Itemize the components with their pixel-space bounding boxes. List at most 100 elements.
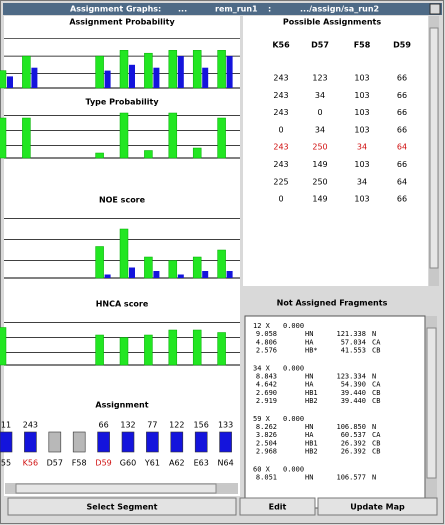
blue-bar [202, 271, 209, 278]
segment-box[interactable] [24, 431, 37, 453]
table-cell[interactable]: 103 [354, 91, 369, 100]
segment-number: 122 [169, 421, 184, 430]
table-cell[interactable]: 0 [317, 108, 322, 117]
residue-label: D59 [95, 459, 111, 468]
shift-value: 8.843 [256, 373, 277, 381]
segment-box[interactable] [72, 431, 86, 453]
table-cell[interactable]: 250 [312, 177, 327, 186]
green-bar [0, 70, 7, 89]
fragment-id: 60 X [253, 465, 271, 473]
button[interactable] [7, 497, 237, 516]
scroll-thumb[interactable] [15, 483, 217, 494]
blue-bar [177, 274, 184, 278]
segment-box[interactable] [121, 431, 135, 453]
table-cell[interactable]: 149 [312, 195, 327, 204]
segment-box[interactable] [146, 431, 159, 453]
green-bar [168, 260, 178, 279]
green-bar [217, 332, 226, 366]
fragment-id: 12 X [253, 322, 271, 330]
table-cell[interactable]: 34 [357, 143, 367, 152]
shift-value: 2.690 [256, 389, 277, 397]
table-cell[interactable]: 66 [397, 108, 407, 117]
residue-label: G60 [120, 459, 136, 468]
residue-label: D57 [47, 459, 63, 468]
green-bar [95, 246, 104, 279]
button-label[interactable]: Select Segment [87, 503, 158, 512]
window-title: rem_run1 [215, 5, 258, 14]
segment-box[interactable] [219, 431, 232, 453]
scroll-thumb[interactable] [426, 327, 437, 479]
table-title: Possible Assignments [283, 18, 381, 27]
table-cell[interactable]: 0 [278, 125, 283, 134]
table-cell[interactable]: 243 [273, 160, 288, 169]
segment-number: 11 [1, 421, 11, 430]
table-cell[interactable]: 243 [273, 143, 288, 152]
green-bar [119, 112, 129, 159]
table-cell[interactable]: 66 [397, 74, 407, 83]
shift-value: CB [372, 448, 380, 456]
button-label[interactable]: Update Map [350, 503, 405, 512]
table-cell[interactable]: 66 [397, 160, 407, 169]
table-cell[interactable]: 225 [273, 177, 288, 186]
table-cell[interactable]: 243 [273, 74, 288, 83]
table-cell[interactable]: 103 [354, 74, 369, 83]
segment-box[interactable] [170, 431, 184, 453]
table-cell[interactable]: 123 [312, 74, 327, 83]
blue-bar [177, 56, 184, 88]
green-bar [192, 256, 202, 279]
shift-value: 39.440 [341, 389, 366, 397]
close-button[interactable] [429, 3, 441, 15]
button[interactable] [317, 497, 438, 516]
green-bar [144, 52, 153, 89]
table-cell[interactable]: 64 [397, 177, 407, 186]
table-cell[interactable]: 103 [354, 195, 369, 204]
blue-bar [129, 64, 135, 88]
scroll-thumb[interactable] [429, 27, 439, 269]
table-cell[interactable]: 66 [397, 195, 407, 204]
blue-bar [153, 271, 160, 278]
residue-label: N64 [218, 459, 234, 468]
blue-bar [202, 67, 209, 88]
table-cell[interactable]: 103 [354, 160, 369, 169]
table-cell[interactable]: 64 [397, 143, 407, 152]
shift-value: 54.390 [341, 381, 366, 389]
table-cell[interactable]: 66 [397, 91, 407, 100]
table-cell[interactable]: 103 [354, 125, 369, 134]
segment-number: 133 [218, 421, 233, 430]
segment-box[interactable] [97, 431, 110, 453]
blue-bar [7, 76, 13, 88]
segment-number: 243 [23, 421, 38, 430]
table-cell[interactable]: 34 [315, 91, 325, 100]
residue-label: 55 [1, 459, 11, 468]
shift-value: 26.392 [341, 448, 366, 456]
table-cell[interactable]: 243 [273, 91, 288, 100]
green-bar [192, 147, 202, 159]
segment-box[interactable] [0, 431, 13, 453]
table-cell[interactable]: 250 [312, 143, 327, 152]
window-title: .../assign/sa_run2 [300, 5, 379, 14]
shift-value: CA [372, 338, 381, 346]
table-cell[interactable]: 243 [273, 108, 288, 117]
green-bar [217, 117, 226, 159]
table-cell[interactable]: 0 [278, 195, 283, 204]
shift-value: 123.334 [336, 373, 366, 381]
shift-value: CB [372, 397, 380, 405]
segment-number: 156 [194, 421, 209, 430]
residue-label: F58 [72, 459, 87, 468]
table-cell[interactable]: 103 [354, 108, 369, 117]
shift-value: 41.553 [341, 347, 366, 355]
shift-value: 3.826 [256, 431, 277, 439]
table-cell[interactable]: 66 [397, 125, 407, 134]
shift-value: HB2 [305, 448, 318, 456]
table-cell[interactable]: 149 [312, 160, 327, 169]
table-cell[interactable]: 34 [315, 125, 325, 134]
button[interactable] [239, 497, 316, 516]
fragment-score: 0.000 [283, 415, 304, 423]
table-cell[interactable]: 34 [357, 177, 367, 186]
button-label[interactable]: Edit [269, 503, 287, 512]
shift-value: 26.392 [341, 439, 366, 447]
segment-box[interactable] [48, 431, 62, 453]
blue-bar [104, 274, 111, 278]
green-bar [95, 334, 104, 366]
segment-box[interactable] [194, 431, 208, 453]
